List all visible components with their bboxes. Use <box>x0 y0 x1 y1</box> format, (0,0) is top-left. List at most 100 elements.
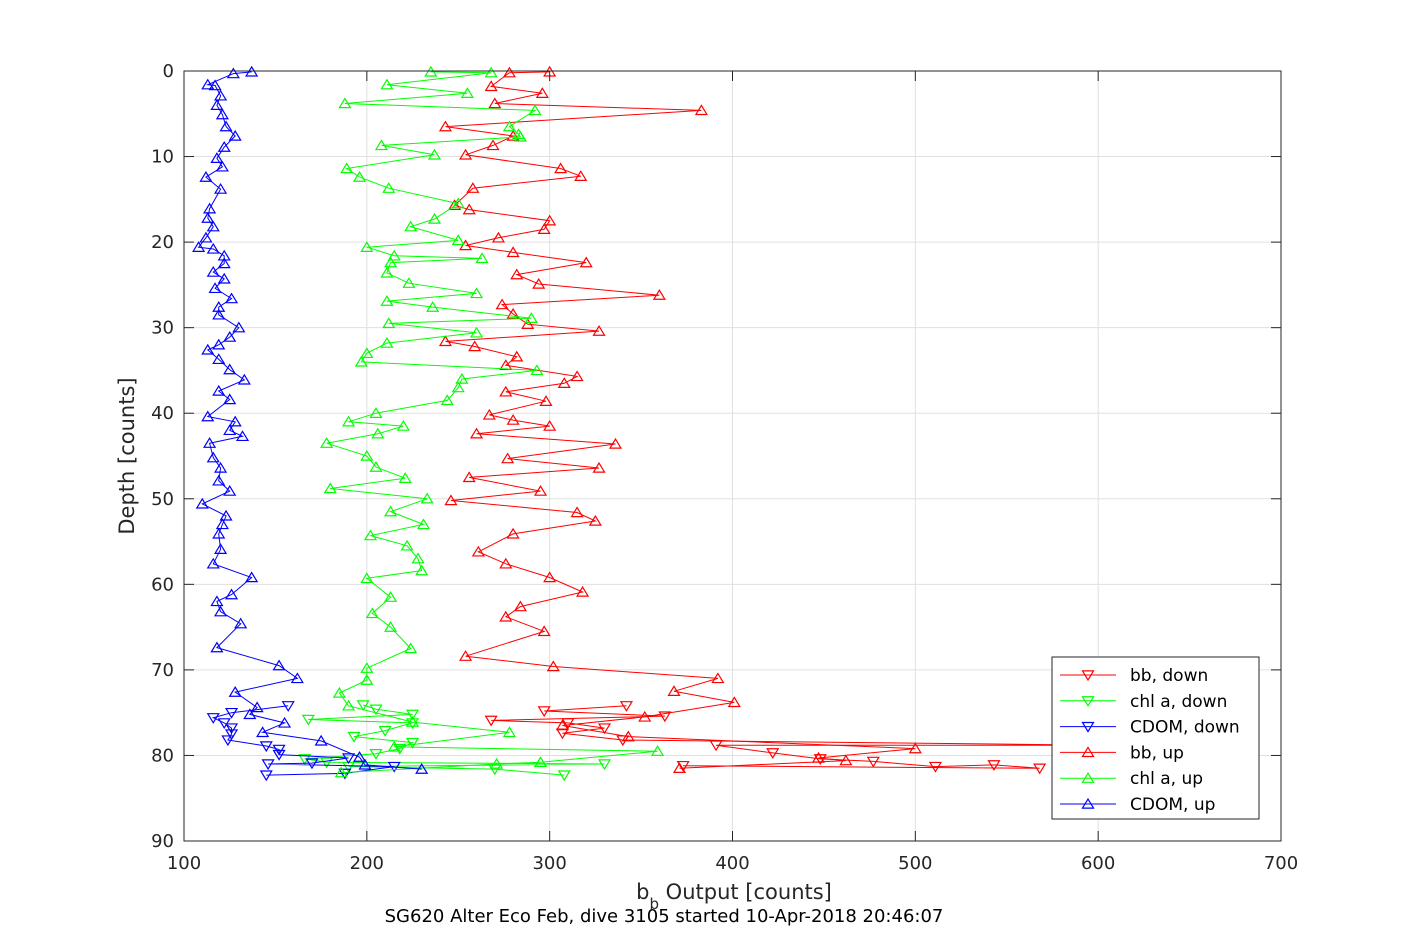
data-point <box>224 707 239 719</box>
data-point <box>592 461 606 473</box>
data-point <box>261 759 275 771</box>
data-point <box>378 725 392 737</box>
data-point <box>387 740 401 752</box>
data-point <box>402 277 416 288</box>
data-point <box>206 713 220 724</box>
data-point <box>387 249 401 261</box>
dive-caption: SG620 Alter Eco Feb, dive 3105 started 1… <box>385 906 944 927</box>
y-tick-label: 40 <box>151 403 174 424</box>
data-series <box>192 65 1105 782</box>
data-point <box>499 385 513 397</box>
data-point <box>360 241 374 252</box>
data-point <box>203 202 217 214</box>
data-point <box>305 758 319 770</box>
data-point <box>290 672 304 684</box>
data-point <box>484 715 498 727</box>
data-point <box>226 67 240 79</box>
data-point <box>223 393 237 405</box>
data-point <box>369 749 383 760</box>
data-point <box>228 686 242 697</box>
data-point <box>214 89 228 101</box>
data-point <box>448 199 462 211</box>
data-point <box>214 543 228 554</box>
data-point <box>323 482 337 494</box>
data-point <box>341 415 356 427</box>
data-point <box>224 588 239 600</box>
data-point <box>458 148 473 160</box>
series-line-cdom-down <box>211 705 395 776</box>
data-point <box>208 282 222 294</box>
y-tick-label: 10 <box>151 147 174 168</box>
data-point <box>510 350 524 362</box>
data-point <box>766 748 780 759</box>
data-point <box>212 308 226 320</box>
data-point <box>521 318 535 329</box>
data-point <box>380 295 394 306</box>
legend-item-bb-down: bb, down <box>1060 666 1208 686</box>
data-point <box>502 66 517 78</box>
series-line-bb-up <box>445 71 916 769</box>
data-point <box>438 120 453 132</box>
data-point <box>811 751 825 763</box>
data-point <box>212 527 226 539</box>
data-point <box>195 497 209 509</box>
axis-ticks: 100 200 300 400 500 600 700 0 10 20 30 40 50 60 70 80 90 <box>151 61 1298 874</box>
data-point <box>537 223 551 235</box>
data-point <box>451 234 465 246</box>
data-point <box>214 605 228 617</box>
data-point <box>455 372 469 384</box>
data-point <box>223 424 237 436</box>
data-point <box>555 719 570 731</box>
y-tick-label: 60 <box>151 574 174 595</box>
data-point <box>866 756 880 768</box>
data-point <box>908 742 922 754</box>
data-point <box>201 410 215 422</box>
data-point <box>469 326 484 338</box>
data-point <box>495 298 509 310</box>
data-point <box>237 373 251 385</box>
data-point <box>427 212 442 224</box>
data-point <box>405 715 420 727</box>
data-point <box>369 407 383 418</box>
data-point <box>259 770 273 782</box>
data-point <box>405 709 420 721</box>
data-point <box>416 518 431 530</box>
x-tick-label: 700 <box>1264 853 1298 874</box>
data-point <box>380 78 394 90</box>
data-point <box>314 734 328 746</box>
data-point <box>320 757 334 769</box>
data-point <box>365 607 379 619</box>
data-point <box>371 427 385 439</box>
data-point <box>524 312 538 323</box>
data-point <box>396 419 410 431</box>
data-point <box>382 182 396 193</box>
data-point <box>557 770 571 782</box>
data-point <box>281 701 295 712</box>
data-point <box>384 505 398 517</box>
data-point <box>245 571 259 583</box>
data-point <box>561 718 575 730</box>
y-tick-label: 50 <box>151 489 174 510</box>
data-point <box>427 148 442 160</box>
y-tick-label: 20 <box>151 232 174 253</box>
data-point <box>206 557 220 569</box>
data-point <box>380 266 394 278</box>
data-point <box>272 659 286 671</box>
data-point <box>272 749 286 761</box>
data-point <box>352 170 367 182</box>
x-axis-label-rest: Output [counts] <box>659 880 832 904</box>
legend-label: CDOM, down <box>1130 718 1240 738</box>
data-point <box>510 268 524 280</box>
data-point <box>475 252 489 264</box>
data-point <box>217 249 231 261</box>
legend-marker-swatch <box>1081 746 1095 758</box>
data-point <box>411 552 425 564</box>
data-point <box>199 170 213 182</box>
data-point <box>277 716 292 728</box>
data-point <box>554 162 568 174</box>
data-point <box>210 595 224 607</box>
data-point <box>512 128 526 140</box>
data-point <box>672 762 687 774</box>
data-point <box>217 141 231 152</box>
